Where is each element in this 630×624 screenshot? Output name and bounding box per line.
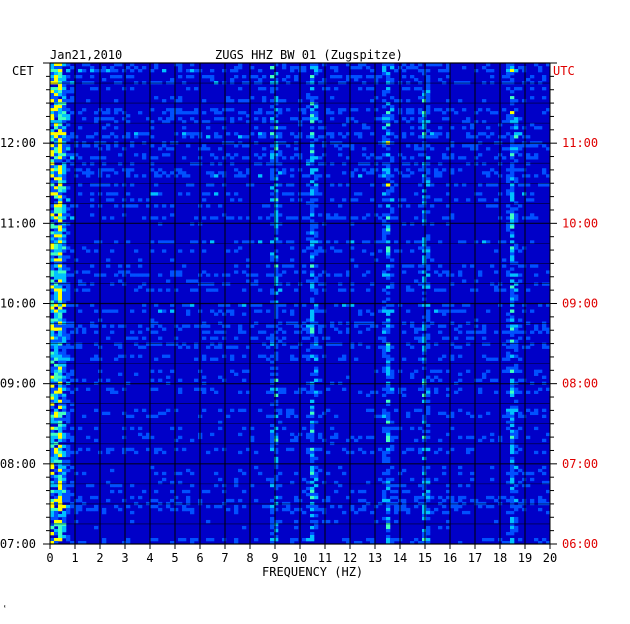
- x-tick-label: 12: [343, 551, 357, 565]
- right-time-label: 10:00: [562, 216, 598, 230]
- date-label: Jan21,2010: [50, 48, 123, 62]
- right-time-label: 07:00: [562, 457, 598, 471]
- x-tick-label: 13: [368, 551, 382, 565]
- x-tick-label: 19: [518, 551, 532, 565]
- right-time-label: 06:00: [562, 537, 598, 551]
- x-tick-label: 5: [171, 551, 178, 565]
- spectrogram-chart: 0 1 2 3 4 5 6 7 8 9 10 11 12 13 14 15 16 17 18 19 2012:0011:…: [0, 62, 598, 565]
- x-tick-label: 6: [196, 551, 203, 565]
- x-tick-label: 20: [543, 551, 557, 565]
- x-tick-label: 16: [443, 551, 457, 565]
- x-tick-label: 4: [146, 551, 153, 565]
- x-tick-label: 11: [318, 551, 332, 565]
- right-timezone-label: UTC: [553, 64, 575, 78]
- right-time-label: 11:00: [562, 136, 598, 150]
- station-title: ZUGS HHZ BW 01 (Zugspitze): [215, 48, 403, 62]
- x-tick-label: 15: [418, 551, 432, 565]
- x-axis-title: FREQUENCY (HZ): [262, 565, 364, 579]
- axis-labels: 0 1 2 3 4 5 6 7 8 9 10 11 12 13 14 15 16 17 18 19 2012:0011:…: [0, 136, 598, 565]
- x-tick-label: 17: [468, 551, 482, 565]
- x-tick-label: 1: [71, 551, 78, 565]
- right-time-label: 08:00: [562, 377, 598, 391]
- x-tick-label: 7: [221, 551, 228, 565]
- left-time-label: 09:00: [0, 377, 36, 391]
- axis-ticks: [43, 62, 557, 549]
- spectrogram-grid: [49, 62, 551, 545]
- left-time-label: 07:00: [0, 537, 36, 551]
- left-time-label: 11:00: [0, 216, 36, 230]
- x-tick-label: 18: [493, 551, 507, 565]
- right-time-label: 09:00: [562, 297, 598, 311]
- left-time-label: 12:00: [0, 136, 36, 150]
- x-tick-label: 14: [393, 551, 407, 565]
- left-time-label: 08:00: [0, 457, 36, 471]
- x-tick-label: 10: [293, 551, 307, 565]
- x-tick-label: 2: [96, 551, 103, 565]
- left-timezone-label: CET: [12, 64, 34, 78]
- left-time-label: 10:00: [0, 297, 36, 311]
- x-tick-label: 8: [246, 551, 253, 565]
- x-tick-label: 9: [271, 551, 278, 565]
- x-tick-label: 3: [121, 551, 128, 565]
- footer-mark: ʽ: [2, 606, 8, 616]
- x-tick-label: 0: [46, 551, 53, 565]
